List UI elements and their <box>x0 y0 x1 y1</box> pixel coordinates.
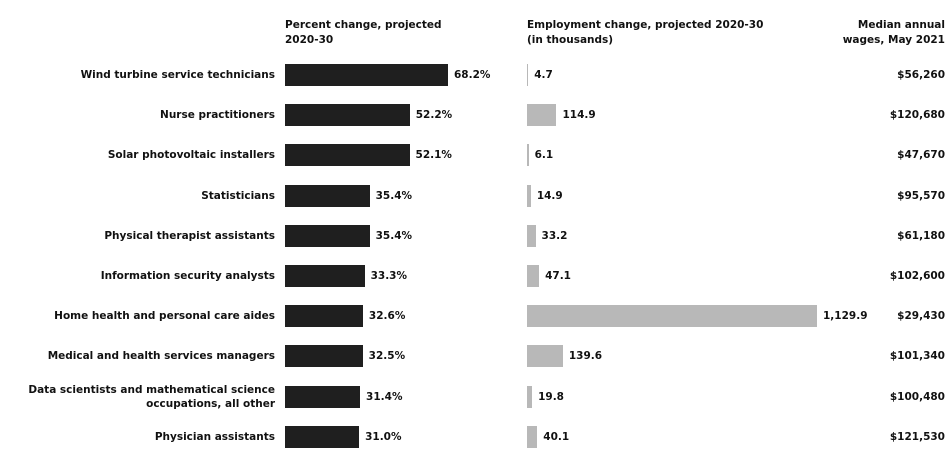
category-label: Data scientists and mathematical science… <box>28 383 275 410</box>
value-label: 31.4% <box>366 390 403 403</box>
category-label: Physician assistants <box>154 430 275 443</box>
column-header: Median annual wages, May 2021 <box>842 19 945 46</box>
bar <box>527 345 563 368</box>
value-label: 52.2% <box>415 109 453 122</box>
category-label: Medical and health services managers <box>47 350 275 363</box>
bar <box>527 64 529 86</box>
value-label: 1,129.9 <box>823 310 868 323</box>
value-label: 114.9 <box>562 109 596 122</box>
row: Nurse practitioners 52.2% 114.9 $120,680 <box>0 95 949 135</box>
category-label: Statisticians <box>201 189 275 202</box>
wage-label: $101,340 <box>889 350 945 363</box>
bar <box>527 224 536 247</box>
value-label: 33.3% <box>370 270 408 282</box>
bar <box>527 425 538 448</box>
value-label: 68.2% <box>454 69 491 81</box>
bar <box>285 265 365 287</box>
bar <box>285 184 370 207</box>
wage-label: $29,430 <box>897 310 945 323</box>
bar <box>285 144 410 167</box>
chart: Percent change, projected 2020-30 Employ… <box>0 19 949 448</box>
row: Statisticians 35.4% 14.9 $95,570 <box>0 176 949 216</box>
row: Home health and personal care aides 32.6%… <box>0 296 949 336</box>
row: Medical and health services managers 32.5… <box>0 336 949 376</box>
value-label: 35.4% <box>375 229 413 242</box>
value-label: 32.5% <box>368 350 406 363</box>
row: Physician assistants 31.0% 40.1 $121,530 <box>0 417 949 457</box>
category-label: Home health and personal care aides <box>54 310 275 323</box>
value-label: 19.8 <box>538 390 564 403</box>
category-label: Wind turbine service technicians <box>80 69 275 81</box>
bar <box>527 144 529 167</box>
value-label: 31.0% <box>365 430 402 443</box>
wage-label: $102,600 <box>889 270 945 282</box>
value-label: 139.6 <box>568 350 603 363</box>
bar <box>285 385 361 408</box>
category-label: Physical therapist assistants <box>104 229 275 242</box>
wage-label: $120,680 <box>889 109 945 122</box>
wage-label: $47,670 <box>897 149 945 162</box>
wage-label: $61,180 <box>897 229 945 242</box>
bar <box>285 345 363 368</box>
bar <box>527 104 557 127</box>
bar <box>527 265 540 287</box>
category-label: Information security analysts <box>100 270 275 282</box>
row: Wind turbine service technicians 68.2% 4.7… <box>0 55 949 95</box>
value-label: 32.6% <box>368 310 406 323</box>
bar <box>527 385 533 408</box>
bar <box>527 184 531 207</box>
column-header: Employment change, projected 2020-30 (in… <box>527 19 764 46</box>
bar <box>285 425 360 448</box>
row: Physical therapist assistants 35.4% 33.2 $6… <box>0 216 949 256</box>
wage-label: $121,530 <box>889 430 945 443</box>
category-label: Nurse practitioners <box>160 109 275 122</box>
value-label: 14.9 <box>536 189 563 202</box>
bar <box>527 305 817 328</box>
value-label: 40.1 <box>543 430 570 443</box>
wage-label: $100,480 <box>889 390 945 403</box>
value-label: 33.2 <box>541 229 568 242</box>
wage-label: $56,260 <box>897 69 945 81</box>
value-label: 52.1% <box>415 149 452 162</box>
row: Information security analysts 33.3% 47.1 $1… <box>0 256 949 296</box>
row: Solar photovoltaic installers 52.1% 6.1 $47… <box>0 135 949 175</box>
bar <box>285 64 448 86</box>
value-label: 47.1 <box>545 270 571 282</box>
category-label: Solar photovoltaic installers <box>107 149 275 162</box>
row: Data scientists and mathematical science… <box>0 377 949 417</box>
value-label: 35.4% <box>375 189 413 202</box>
bar <box>285 224 370 247</box>
bar <box>285 305 363 328</box>
column-header: Percent change, projected 2020-30 <box>285 19 442 46</box>
value-label: 6.1 <box>534 149 554 162</box>
wage-label: $95,570 <box>897 189 945 202</box>
value-label: 4.7 <box>534 69 553 81</box>
bar <box>285 104 410 127</box>
